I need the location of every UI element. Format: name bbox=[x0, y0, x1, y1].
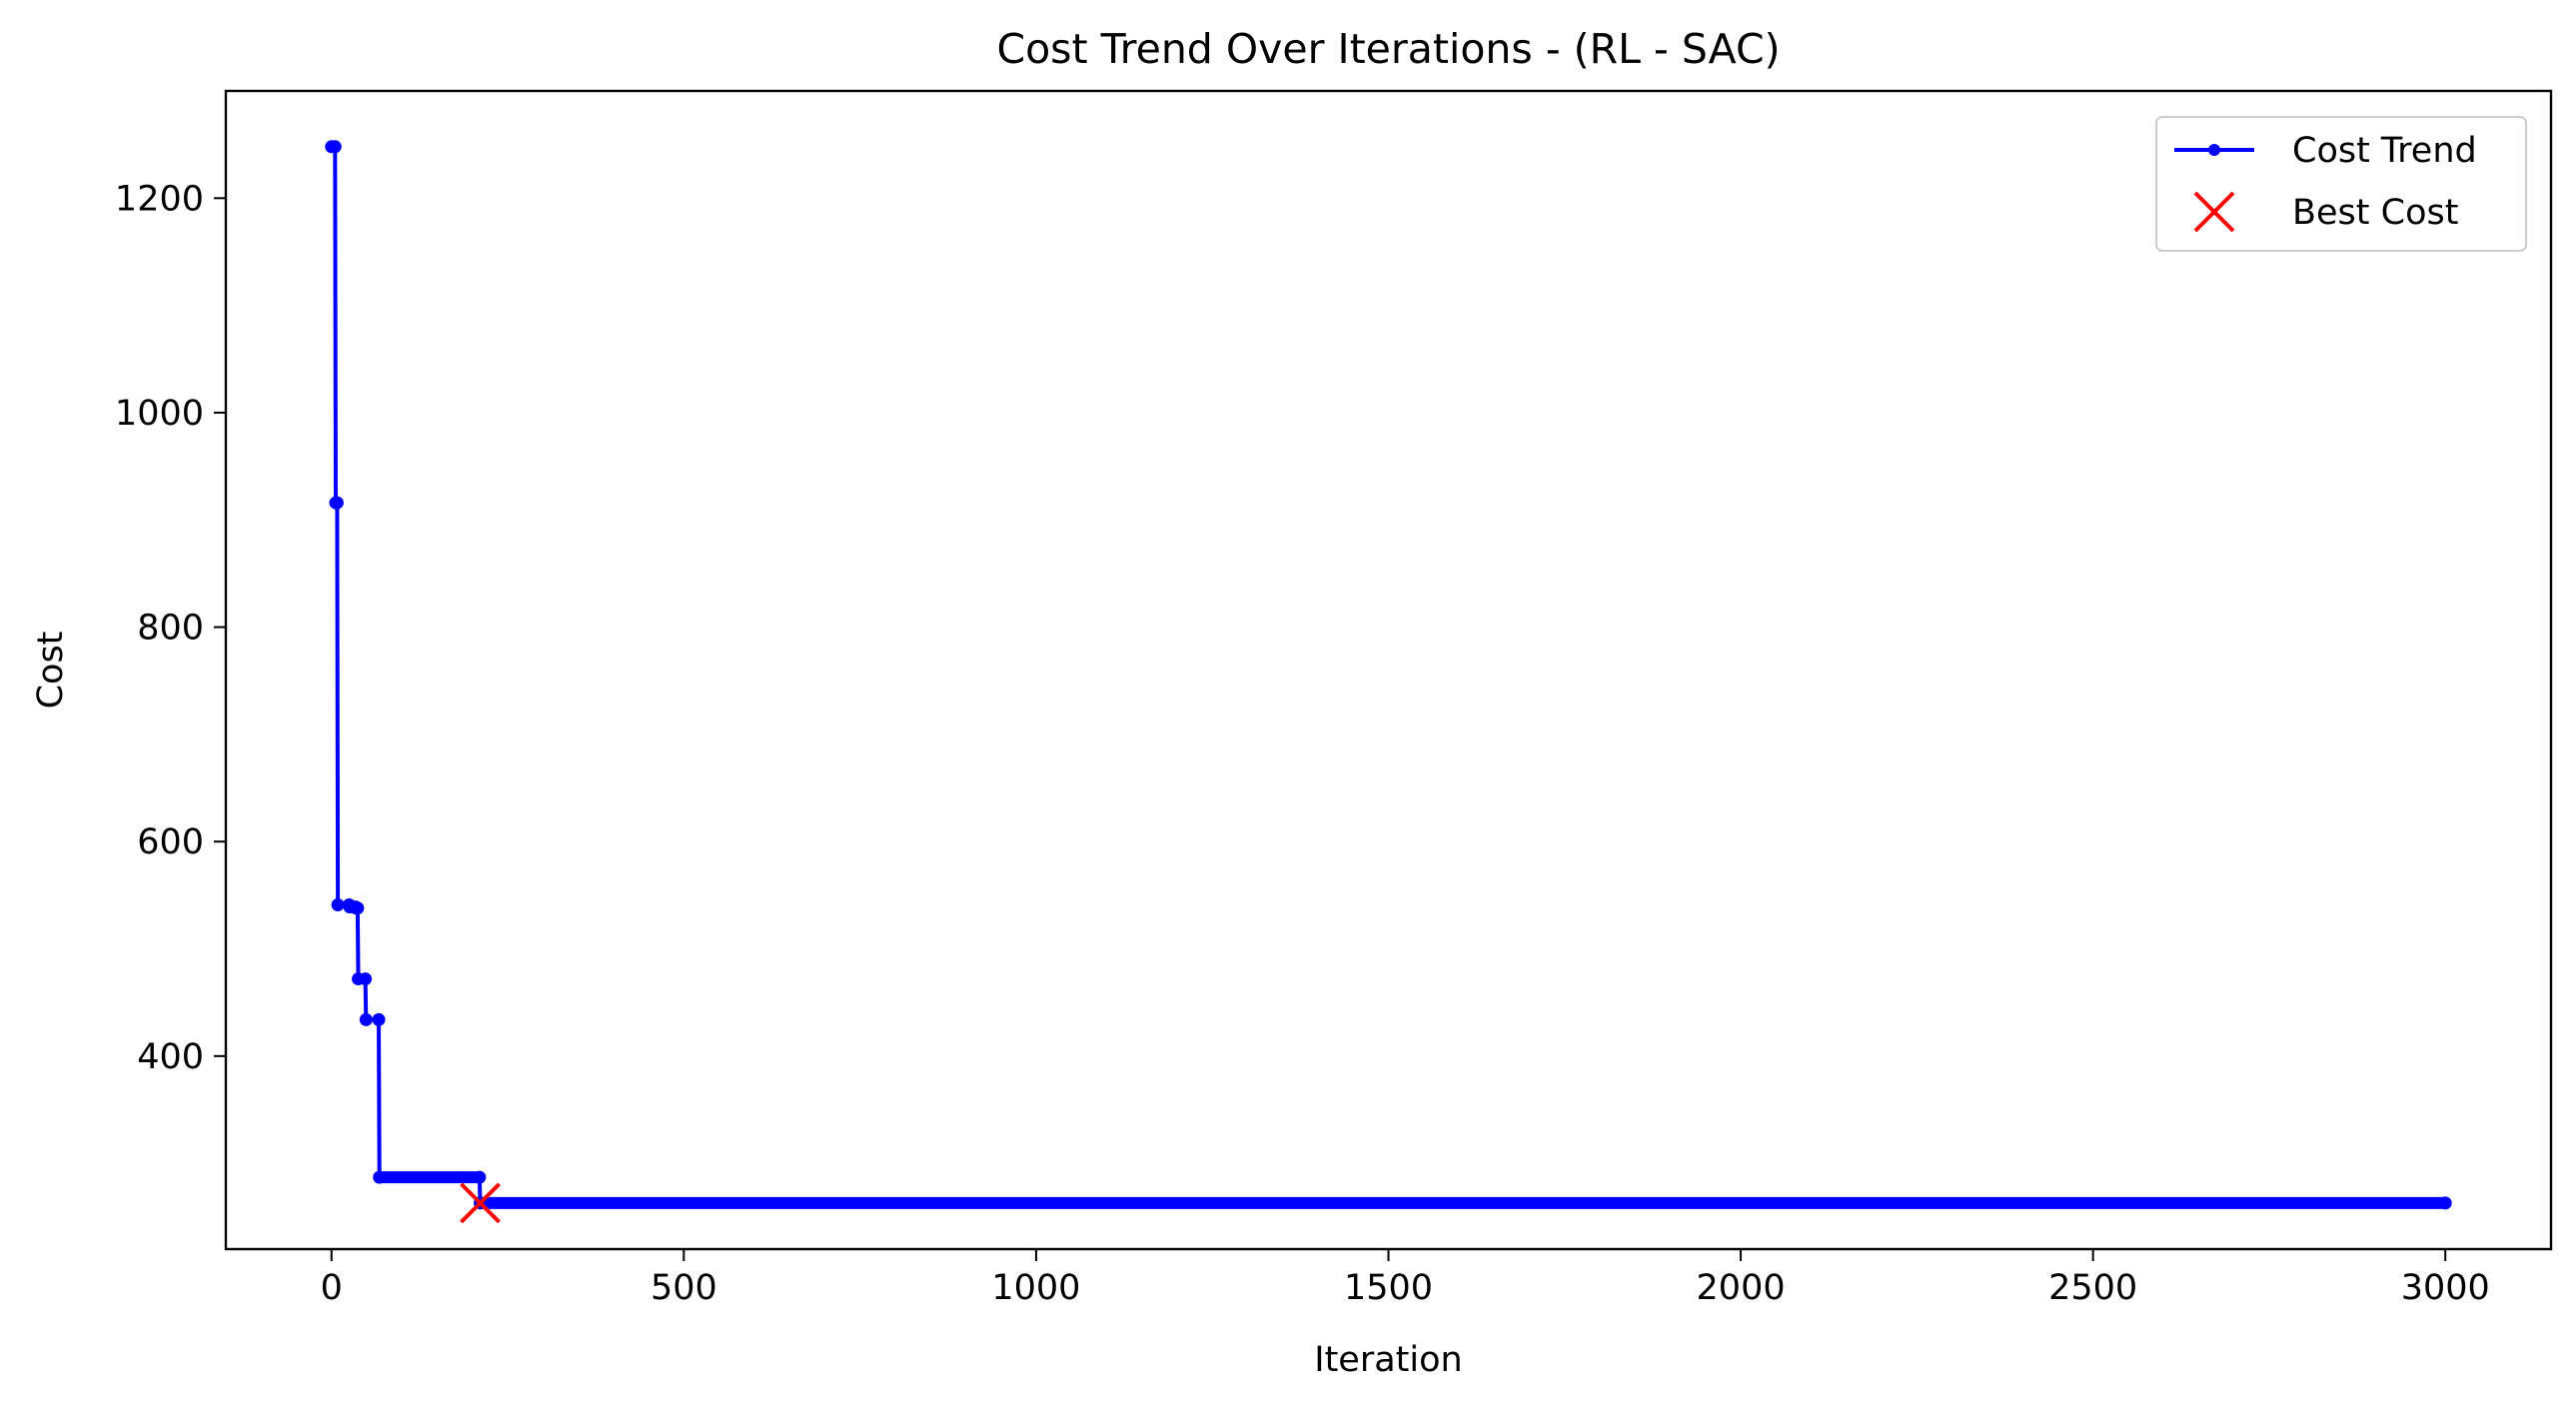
x-axis-label: Iteration bbox=[1314, 1340, 1462, 1380]
cost-trend-point bbox=[2438, 1196, 2452, 1210]
best-cost-marker-stroke bbox=[460, 1182, 501, 1224]
x-tick-label: 1000 bbox=[991, 1268, 1080, 1308]
y-tick-label: 800 bbox=[137, 609, 204, 649]
best-cost-marker bbox=[460, 1182, 501, 1224]
chart-title: Cost Trend Over Iterations - (RL - SAC) bbox=[996, 25, 1780, 73]
y-tick-label: 400 bbox=[137, 1037, 204, 1077]
axes-frame bbox=[224, 89, 2553, 1251]
y-tick-label: 600 bbox=[137, 822, 204, 862]
cost-trend-line bbox=[331, 144, 2446, 1205]
cost-trend-point bbox=[359, 972, 373, 986]
legend-x-stroke bbox=[2193, 191, 2235, 233]
cost-trend-point bbox=[373, 1170, 387, 1184]
marks-layer bbox=[325, 140, 2452, 1224]
legend: Cost Trend Best Cost bbox=[2155, 116, 2527, 252]
legend-best-cost-marker-swatch bbox=[2193, 191, 2235, 233]
ticks-layer: 0 500 1000 1500 2000 2500 3000 400 600 800 1000 120… bbox=[115, 179, 2490, 1308]
y-tick-label: 1200 bbox=[115, 179, 204, 219]
legend-cost-trend-marker-swatch bbox=[2208, 144, 2220, 156]
cost-trend-point bbox=[351, 901, 365, 915]
cost-trend-point bbox=[359, 1012, 373, 1026]
cost-trend-point bbox=[372, 1012, 386, 1026]
y-tick-label: 1000 bbox=[115, 394, 204, 434]
cost-trend-point bbox=[473, 1170, 487, 1184]
x-tick-label: 3000 bbox=[2401, 1268, 2490, 1308]
x-tick-label: 2000 bbox=[1697, 1268, 1786, 1308]
x-tick-label: 2500 bbox=[2048, 1268, 2137, 1308]
legend-best-cost-label: Best Cost bbox=[2292, 193, 2458, 233]
legend-cost-trend-label: Cost Trend bbox=[2292, 131, 2477, 171]
y-axis-label: Cost bbox=[31, 632, 71, 709]
x-tick-label: 500 bbox=[650, 1268, 717, 1308]
x-tick-label: 0 bbox=[321, 1268, 343, 1308]
cost-trend-point bbox=[330, 496, 344, 510]
cost-trend-point bbox=[328, 140, 342, 154]
cost-trend-point bbox=[331, 898, 345, 912]
x-tick-label: 1500 bbox=[1344, 1268, 1433, 1308]
